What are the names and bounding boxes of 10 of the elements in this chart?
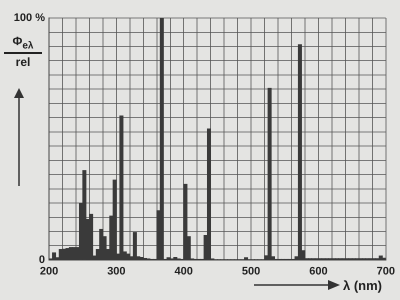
x-tick-label: 600 [309, 266, 328, 278]
x-tick-label: 700 [376, 266, 396, 278]
y-tick-label: 0 [38, 254, 45, 266]
x-tick-label: 200 [40, 266, 58, 278]
x-tick-label: 300 [107, 266, 126, 278]
x-tick-label: 500 [242, 266, 260, 278]
y-tick-label: 100 % [14, 12, 46, 24]
y-axis-title: Φ$_{eλ}$ rel [12, 34, 34, 70]
x-axis-title: λ (nm) [343, 278, 382, 293]
x-tick-label: 400 [174, 266, 193, 278]
